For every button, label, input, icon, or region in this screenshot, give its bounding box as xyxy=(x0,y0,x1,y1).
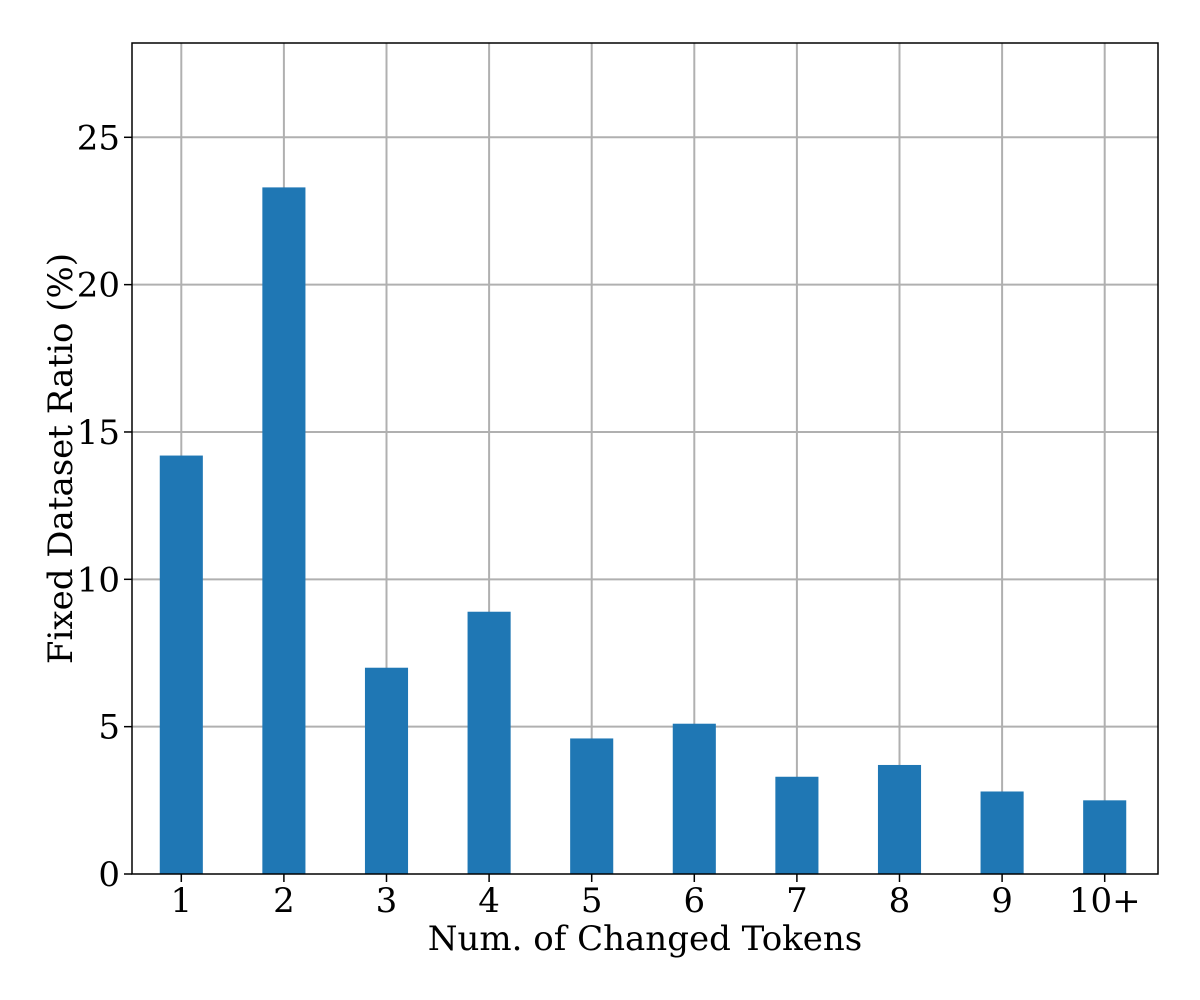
x-axis-label: Num. of Changed Tokens xyxy=(428,919,862,959)
y-tick-label: 5 xyxy=(98,708,120,748)
bar-7 xyxy=(775,776,819,874)
bar-2 xyxy=(262,187,306,874)
x-tick-label: 6 xyxy=(683,881,705,921)
bar-10+ xyxy=(1083,800,1127,874)
bar-3 xyxy=(364,667,409,874)
plot-frame xyxy=(131,42,1159,875)
x-tick-label: 9 xyxy=(991,881,1013,921)
y-tick-label: 15 xyxy=(77,413,120,453)
x-tick-label: 8 xyxy=(889,881,911,921)
y-axis-label: Fixed Dataset Ratio (%) xyxy=(41,253,81,664)
x-tick-label: 1 xyxy=(170,881,192,921)
bar-5 xyxy=(570,738,614,874)
bar-8 xyxy=(877,764,922,874)
y-tick-label: 25 xyxy=(77,118,120,158)
y-tick-label: 20 xyxy=(77,266,120,306)
x-tick-label: 4 xyxy=(478,881,500,921)
bar-9 xyxy=(980,791,1024,874)
x-tick-label: 7 xyxy=(786,881,808,921)
bar-1 xyxy=(159,455,203,874)
bar-6 xyxy=(672,723,716,874)
x-tick-label: 3 xyxy=(376,881,398,921)
x-tick-label: 10+ xyxy=(1069,881,1141,921)
x-tick-label: 2 xyxy=(273,881,295,921)
bars xyxy=(159,187,1127,874)
x-tick-label: 5 xyxy=(581,881,603,921)
y-tick-label: 10 xyxy=(77,560,120,600)
y-tick-label: 0 xyxy=(98,855,120,895)
bar-4 xyxy=(467,611,511,874)
ticks: 0 5 10 15 20 25 1 2 3 4 5 6 7 8 9 10+ xyxy=(77,118,1141,921)
